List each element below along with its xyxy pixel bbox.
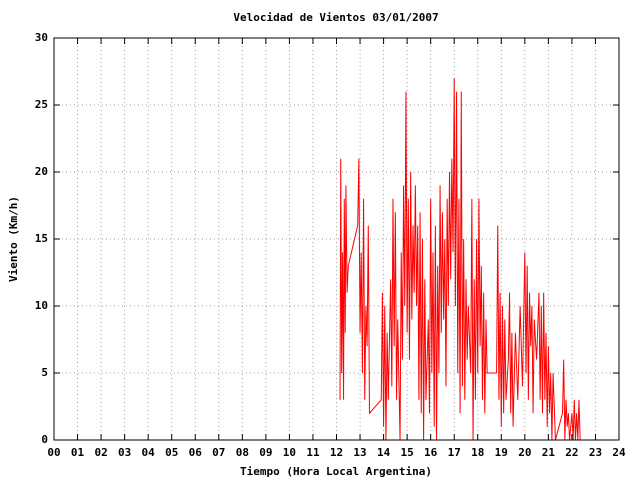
x-tick-label: 23	[589, 446, 602, 459]
x-tick-label: 13	[353, 446, 366, 459]
x-tick-label: 24	[612, 446, 626, 459]
x-tick-label: 04	[142, 446, 156, 459]
y-tick-label: 25	[35, 98, 48, 111]
x-tick-label: 22	[565, 446, 578, 459]
x-tick-label: 11	[306, 446, 320, 459]
x-tick-label: 06	[189, 446, 203, 459]
x-tick-label: 17	[448, 446, 461, 459]
x-tick-label: 02	[94, 446, 107, 459]
x-tick-label: 18	[471, 446, 484, 459]
x-tick-label: 19	[495, 446, 508, 459]
x-tick-label: 03	[118, 446, 131, 459]
x-tick-label: 09	[259, 446, 272, 459]
x-tick-label: 00	[47, 446, 60, 459]
x-tick-label: 10	[283, 446, 296, 459]
x-tick-label: 05	[165, 446, 178, 459]
x-tick-label: 21	[542, 446, 556, 459]
x-tick-label: 16	[424, 446, 438, 459]
x-tick-label: 15	[401, 446, 414, 459]
x-tick-label: 01	[71, 446, 85, 459]
y-tick-label: 10	[35, 299, 48, 312]
y-tick-label: 20	[35, 165, 48, 178]
wind-line	[339, 78, 581, 441]
x-tick-label: 14	[377, 446, 391, 459]
y-axis-label: Viento (Km/h)	[7, 196, 20, 282]
chart-title: Velocidad de Vientos 03/01/2007	[233, 11, 438, 24]
y-tick-label: 5	[41, 366, 48, 379]
x-tick-label: 08	[236, 446, 249, 459]
y-tick-label: 30	[35, 31, 48, 44]
y-tick-label: 0	[41, 433, 48, 446]
plot-area	[339, 78, 581, 441]
x-tick-label: 12	[330, 446, 343, 459]
x-tick-label: 20	[518, 446, 531, 459]
x-axis-label: Tiempo (Hora Local Argentina)	[240, 465, 432, 478]
x-tick-label: 07	[212, 446, 225, 459]
y-tick-label: 15	[35, 232, 48, 245]
